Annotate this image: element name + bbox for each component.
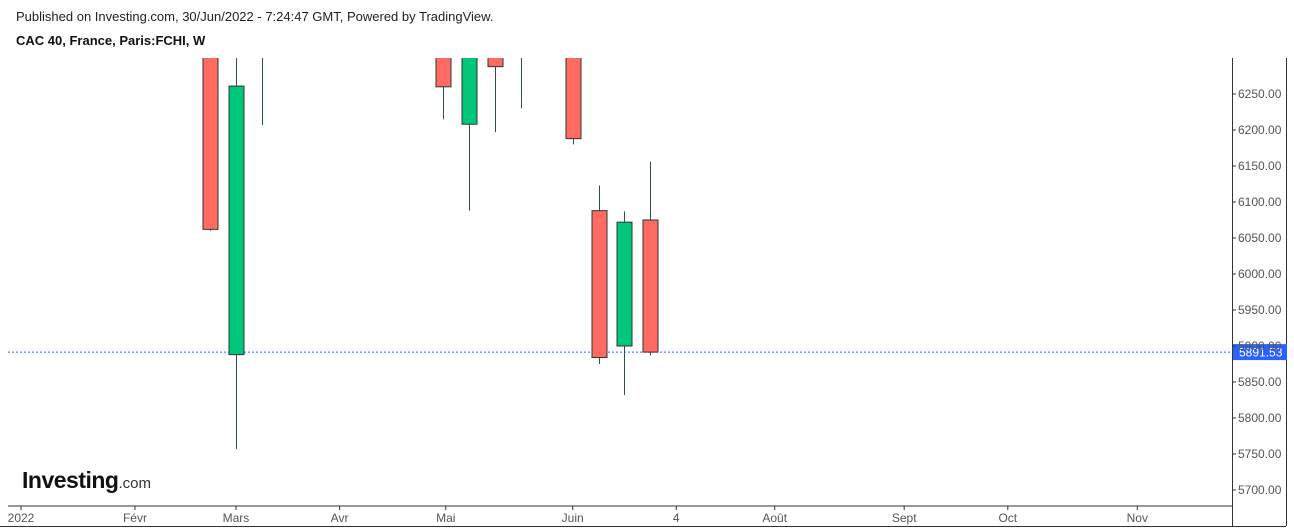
y-tick-label: 5800.00 (1238, 411, 1282, 425)
time-axis: 2022 Févr Mars Avr Mai Juin 4 Août Sept Oct Nov (8, 506, 1148, 525)
candle (591, 185, 608, 364)
y-tick-label: 5700.00 (1238, 483, 1282, 497)
x-tick-label: Sept (892, 511, 917, 525)
x-tick-label: Oct (998, 511, 1017, 525)
candle-body (616, 221, 633, 347)
candle-body (228, 85, 245, 356)
candle-body (591, 210, 608, 359)
y-tick-label: 6100.00 (1238, 195, 1282, 209)
candle-body (255, 36, 270, 37)
candle (228, 58, 245, 449)
logo-domain: .com (118, 475, 151, 492)
y-tick-label: 6050.00 (1238, 231, 1282, 245)
candle (514, 36, 529, 109)
y-tick-label: 6000.00 (1238, 267, 1282, 281)
candle-body (461, 58, 478, 125)
last-price-tag (1233, 344, 1287, 361)
x-tick-label: Nov (1127, 511, 1148, 525)
x-tick-label: Avr (331, 511, 349, 525)
candle-body (487, 58, 504, 68)
x-tick-label: Juin (562, 511, 584, 525)
x-tick-label: 4 (673, 511, 680, 525)
last-price-line-group: 5891.53 (8, 344, 1287, 361)
candle-body (514, 36, 529, 37)
chart-frame (0, 58, 1287, 527)
candle-body (435, 58, 452, 88)
y-tick-label: 6150.00 (1238, 159, 1282, 173)
last-price-label: 5891.53 (1239, 346, 1283, 360)
x-tick-label: Mars (223, 511, 250, 525)
y-tick-label: 6200.00 (1238, 123, 1282, 137)
candle-body (202, 58, 219, 230)
y-tick-label: 5750.00 (1238, 447, 1282, 461)
candle (642, 161, 659, 356)
candle (487, 58, 504, 133)
candles-group (202, 36, 659, 449)
logo-brand: Investing (22, 467, 119, 493)
y-tick-label: 6250.00 (1238, 87, 1282, 101)
x-tick-label: Mai (436, 511, 455, 525)
y-tick-label: 5950.00 (1238, 303, 1282, 317)
x-tick-label: 2022 (8, 511, 35, 525)
candle (565, 58, 582, 145)
candle (202, 58, 219, 231)
x-tick-label: Févr (123, 511, 147, 525)
investing-logo: Investing.com (22, 467, 151, 494)
x-tick-label: Août (762, 511, 787, 525)
price-axis: 5700.00 5750.00 5800.00 5850.00 5900.00 5950.… (1232, 87, 1282, 497)
y-tick-label: 5850.00 (1238, 375, 1282, 389)
candle-body (642, 219, 659, 353)
candle (435, 58, 452, 120)
candle (255, 36, 270, 125)
y-tick-label: 5900.00 (1238, 339, 1282, 353)
candle (616, 211, 633, 395)
published-caption: Published on Investing.com, 30/Jun/2022 … (16, 9, 494, 24)
symbol-title: CAC 40, France, Paris:FCHI, W (16, 33, 206, 48)
candle-body (565, 58, 582, 140)
candle (461, 58, 478, 211)
